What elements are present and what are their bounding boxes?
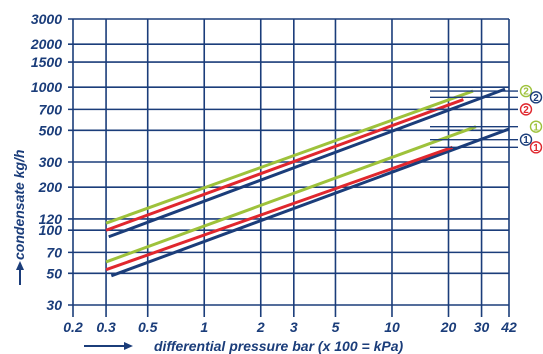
series-line-1 [110,127,510,278]
x-tick-label: 5 [332,319,340,335]
y-tick-label: 70 [46,244,62,260]
y-tick-label: 700 [39,101,63,117]
x-tick-label: 42 [500,319,517,335]
y-tick-label: 500 [39,122,63,138]
y-tick-label: 100 [39,222,63,238]
marker-label: 1 [533,122,539,133]
series-marker-2: 2 [519,103,533,116]
y-tick-label: 2000 [30,36,62,52]
x-axis-label: differential pressure bar (x 100 = kPa) [154,338,403,354]
series-line-2 [108,87,506,239]
grid-lines [68,18,510,317]
series-line-2 [105,89,474,225]
marker-label: 1 [523,135,529,146]
x-tick-label: 30 [474,319,490,335]
x-tick-label: 20 [440,319,457,335]
y-tick-label: 120 [39,211,63,227]
x-tick-labels: 0.2 0.3 0.5 1 2 3 5 10 20 30 42 [63,319,517,335]
y-tick-label: 3000 [31,11,62,27]
series-line-2 [105,98,464,232]
x-tick-label: 2 [256,319,265,335]
series-marker-1: 1 [529,120,543,133]
y-tick-label: 1000 [31,79,62,95]
marker-label: 2 [533,93,539,104]
series-lines [105,87,510,278]
x-tick-label: 10 [384,319,400,335]
y-axis-arrow [16,261,24,285]
x-tick-label: 0.3 [96,319,116,335]
x-tick-label: 0.5 [138,319,158,335]
series-marker-1: 1 [519,133,533,146]
series-marker-2: 2 [529,91,543,104]
y-tick-label: 30 [46,297,62,313]
series-line-1 [105,145,453,272]
marker-label: 2 [523,105,529,116]
series-marker-1: 1 [529,141,543,154]
series-line-1 [105,125,477,264]
marker-label: 1 [533,143,539,154]
x-axis-arrow [84,342,133,350]
x-tick-label: 0.2 [63,319,83,335]
y-axis-label: condensate kg/h [11,150,27,260]
y-tick-label: 200 [38,179,63,195]
x-tick-label: 3 [290,319,298,335]
x-tick-label: 1 [200,319,208,335]
marker-label: 2 [523,87,529,98]
y-tick-label: 300 [39,154,63,170]
series-marker-2: 2 [519,84,533,98]
y-tick-label: 50 [46,265,62,281]
y-tick-label: 1500 [31,54,62,70]
